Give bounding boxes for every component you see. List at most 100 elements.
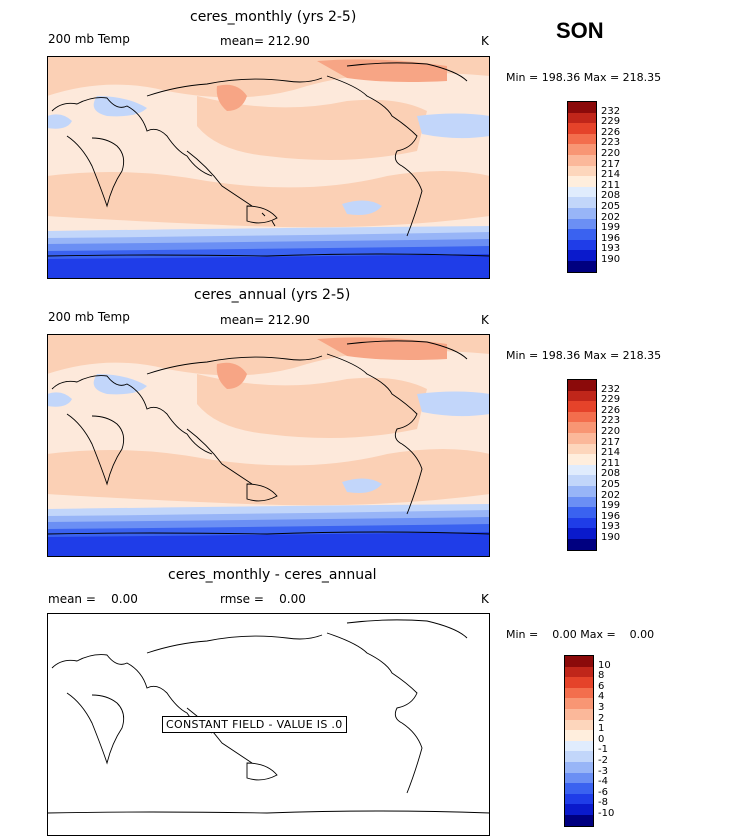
colorbar-segment [565, 677, 593, 688]
colorbar-segment [568, 144, 596, 155]
colorbar-level-label: 208 [601, 468, 621, 480]
colorbar-level-label: 199 [601, 222, 621, 234]
colorbar-level-label: 3 [598, 702, 605, 713]
colorbar-level-label: 202 [601, 489, 621, 501]
panel1-mean: mean= 212.90 [220, 34, 310, 48]
colorbar-segment [568, 250, 596, 261]
colorbar-level-label: -2 [598, 755, 608, 766]
panel3-colorbar [564, 655, 594, 827]
colorbar-segment [565, 814, 593, 826]
colorbar-level-label: 217 [601, 436, 621, 448]
panel1-title: ceres_monthly (yrs 2-5) [190, 9, 357, 25]
colorbar-segment [568, 207, 596, 219]
colorbar-level-label: -1 [598, 744, 608, 756]
panel2-map [47, 334, 490, 557]
colorbar-level-label: -4 [598, 776, 608, 788]
colorbar-level-label: 8 [598, 670, 605, 682]
colorbar-level-label: 226 [601, 404, 621, 416]
colorbar-level-label: 196 [601, 510, 621, 522]
colorbar-segment [568, 123, 596, 134]
colorbar-level-label: 193 [601, 243, 621, 255]
colorbar-level-label: 205 [601, 479, 621, 490]
coastlines [47, 62, 490, 257]
colorbar-segment [568, 432, 596, 444]
panel1-colorbar [567, 101, 597, 273]
colorbar-segment [565, 687, 593, 699]
panel2-colorbar [567, 379, 597, 551]
colorbar-level-label: -10 [598, 808, 615, 819]
colorbar-segment [568, 528, 596, 539]
colorbar-level-label: 1 [598, 723, 605, 735]
colorbar-segment [568, 422, 596, 433]
colorbar-segment [568, 485, 596, 497]
colorbar-level-label: 220 [601, 426, 621, 437]
colorbar-segment [565, 761, 593, 773]
colorbar-segment [568, 454, 596, 465]
panel2-units: K [481, 313, 489, 327]
colorbar-segment [565, 793, 593, 805]
colorbar-level-label: 220 [601, 148, 621, 159]
colorbar-segment [565, 719, 593, 731]
constant-field-label: CONSTANT FIELD - VALUE IS .0 [162, 716, 347, 733]
colorbar-segment [568, 102, 596, 113]
colorbar-level-label: 2 [598, 712, 605, 724]
colorbar-level-label: 214 [601, 447, 621, 459]
colorbar-segment [568, 475, 596, 486]
colorbar-level-label: -6 [598, 786, 608, 798]
panel3-title: ceres_monthly - ceres_annual [168, 567, 377, 583]
colorbar-level-label: 223 [601, 137, 621, 149]
colorbar-segment [565, 730, 593, 741]
colorbar-segment [568, 496, 596, 508]
season-label: SON [556, 18, 604, 43]
colorbar-level-label: 229 [601, 116, 621, 128]
colorbar-segment [568, 380, 596, 391]
colorbar-segment [568, 165, 596, 177]
colorbar-level-label: 214 [601, 169, 621, 181]
panel2-mean: mean= 212.90 [220, 313, 310, 327]
colorbar-level-label: 190 [601, 254, 621, 265]
colorbar-level-label: 205 [601, 201, 621, 212]
colorbar-segment [568, 538, 596, 550]
colorbar-segment [568, 401, 596, 412]
colorbar-segment [568, 443, 596, 455]
panel3-minmax: Min = 0.00 Max = 0.00 [506, 628, 655, 641]
colorbar-segment [565, 751, 593, 762]
colorbar-level-label: 223 [601, 415, 621, 427]
colorbar-segment [565, 666, 593, 678]
colorbar-level-label: 232 [601, 105, 621, 117]
panel2-minmax: Min = 198.36 Max = 218.35 [506, 349, 662, 362]
colorbar-level-label: 211 [601, 457, 621, 469]
colorbar-segment [565, 740, 593, 752]
colorbar-segment [568, 411, 596, 423]
colorbar-level-label: 190 [601, 532, 621, 543]
colorbar-level-label: 4 [598, 691, 605, 703]
colorbar-segment [568, 229, 596, 240]
colorbar-segment [568, 186, 596, 198]
colorbar-level-label: 217 [601, 158, 621, 170]
colorbar-segment [568, 154, 596, 166]
colorbar-segment [565, 698, 593, 709]
colorbar-level-label: 229 [601, 394, 621, 406]
panel1-minmax: Min = 198.36 Max = 218.35 [506, 71, 662, 84]
colorbar-segment [565, 708, 593, 720]
colorbar-level-label: 10 [598, 659, 611, 671]
colorbar-segment [568, 133, 596, 145]
colorbar-segment [568, 197, 596, 208]
panel1-map [47, 56, 490, 279]
panel2-variable: 200 mb Temp [48, 310, 130, 324]
colorbar-level-label: 0 [598, 733, 605, 745]
panel1-variable: 200 mb Temp [48, 32, 130, 46]
colorbar-segment [568, 260, 596, 272]
colorbar-segment [565, 804, 593, 815]
panel3-mean: mean = 0.00 [48, 592, 138, 606]
colorbar-level-label: -8 [598, 797, 608, 809]
panel3-rmse: rmse = 0.00 [220, 592, 306, 606]
colorbar-level-label: 6 [598, 680, 605, 692]
colorbar-level-label: 211 [601, 179, 621, 191]
panel1-units: K [481, 34, 489, 48]
colorbar-segment [565, 656, 593, 667]
colorbar-level-label: 193 [601, 521, 621, 533]
colorbar-level-label: 202 [601, 211, 621, 223]
colorbar-segment [568, 517, 596, 529]
panel3-units: K [481, 592, 489, 606]
